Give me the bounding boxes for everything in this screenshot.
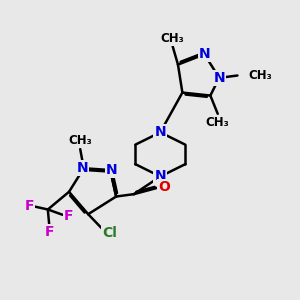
Text: CH₃: CH₃: [161, 32, 184, 45]
Text: CH₃: CH₃: [248, 69, 272, 82]
Text: CH₃: CH₃: [206, 116, 230, 129]
Text: F: F: [64, 209, 73, 223]
Text: O: O: [158, 180, 170, 194]
Text: F: F: [45, 225, 54, 239]
Text: N: N: [199, 47, 210, 61]
Text: Cl: Cl: [102, 226, 117, 240]
Text: N: N: [213, 71, 225, 85]
Text: F: F: [25, 199, 34, 213]
Text: N: N: [106, 163, 118, 177]
Text: CH₃: CH₃: [68, 134, 92, 147]
Text: N: N: [76, 161, 88, 175]
Text: N: N: [154, 169, 166, 184]
Text: N: N: [154, 125, 166, 139]
